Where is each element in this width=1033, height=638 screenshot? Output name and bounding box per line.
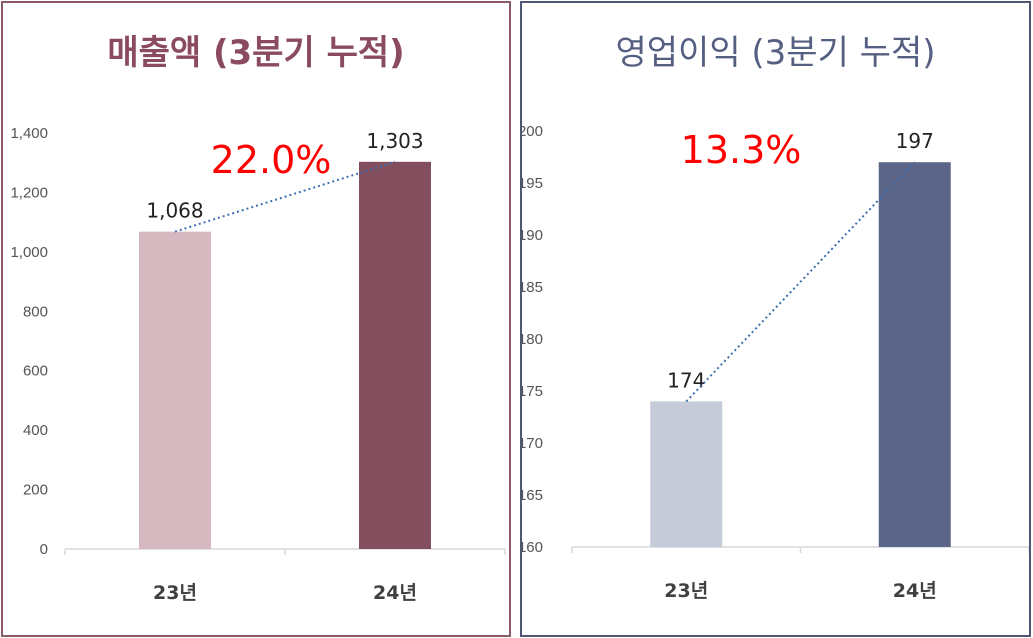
operating-profit-chart-panel: 영업이익 (3분기 누적) 160 165 170 175 180 185 190 195 20… xyxy=(520,1,1031,637)
revenue-y-tick-label: 600 xyxy=(23,363,48,380)
operating-profit-trend-line xyxy=(685,161,916,403)
revenue-trend-line xyxy=(174,160,396,233)
revenue-bar xyxy=(359,161,431,549)
revenue-data-label: 1,068 xyxy=(146,199,203,223)
revenue-category-label: 23년 xyxy=(153,582,197,604)
revenue-y-tick-label: 0 xyxy=(40,541,48,558)
revenue-y-tick-label: 200 xyxy=(23,482,48,499)
revenue-growth-label: 22.0% xyxy=(211,138,332,182)
revenue-chart-panel: 매출액 (3분기 누적) 0 200 400 600 800 1,000 1,200 1,40… xyxy=(1,1,511,637)
operating-profit-bar xyxy=(878,162,951,547)
operating-profit-y-tick-label: 195 xyxy=(522,175,543,192)
operating-profit-chart-title: 영업이익 (3분기 누적) xyxy=(615,33,936,73)
revenue-y-tick-label: 400 xyxy=(23,422,48,439)
operating-profit-y-tick-label: 185 xyxy=(522,279,543,296)
operating-profit-growth-label: 13.3% xyxy=(681,128,802,172)
operating-profit-category-label: 24년 xyxy=(893,580,937,602)
revenue-category-label: 24년 xyxy=(373,582,417,604)
operating-profit-chart-svg: 160 165 170 175 180 185 190 195 200 174 23년 197 24년 1… xyxy=(522,123,1029,602)
operating-profit-data-label: 197 xyxy=(896,129,934,153)
revenue-data-label: 1,303 xyxy=(366,129,423,153)
operating-profit-y-tick-label: 170 xyxy=(522,435,543,452)
revenue-chart-title: 매출액 (3분기 누적) xyxy=(107,33,405,73)
operating-profit-y-tick-label: 175 xyxy=(522,383,543,400)
operating-profit-y-tick-label: 160 xyxy=(522,539,543,556)
revenue-chart-svg: 0 200 400 600 800 1,000 1,200 1,400 1,068 23년 1,30… xyxy=(10,125,506,604)
operating-profit-category-label: 23년 xyxy=(664,580,708,602)
revenue-y-tick-label: 1,200 xyxy=(10,184,48,201)
revenue-y-tick-label: 1,000 xyxy=(10,244,48,261)
operating-profit-bar xyxy=(650,401,723,547)
operating-profit-y-tick-label: 180 xyxy=(522,331,543,348)
operating-profit-y-tick-label: 200 xyxy=(522,123,543,140)
operating-profit-data-label: 174 xyxy=(667,368,705,392)
revenue-y-tick-label: 1,400 xyxy=(10,125,48,142)
operating-profit-y-tick-label: 165 xyxy=(522,487,543,504)
revenue-bar xyxy=(139,231,211,549)
revenue-y-tick-label: 800 xyxy=(23,303,48,320)
operating-profit-y-tick-label: 190 xyxy=(522,227,543,244)
